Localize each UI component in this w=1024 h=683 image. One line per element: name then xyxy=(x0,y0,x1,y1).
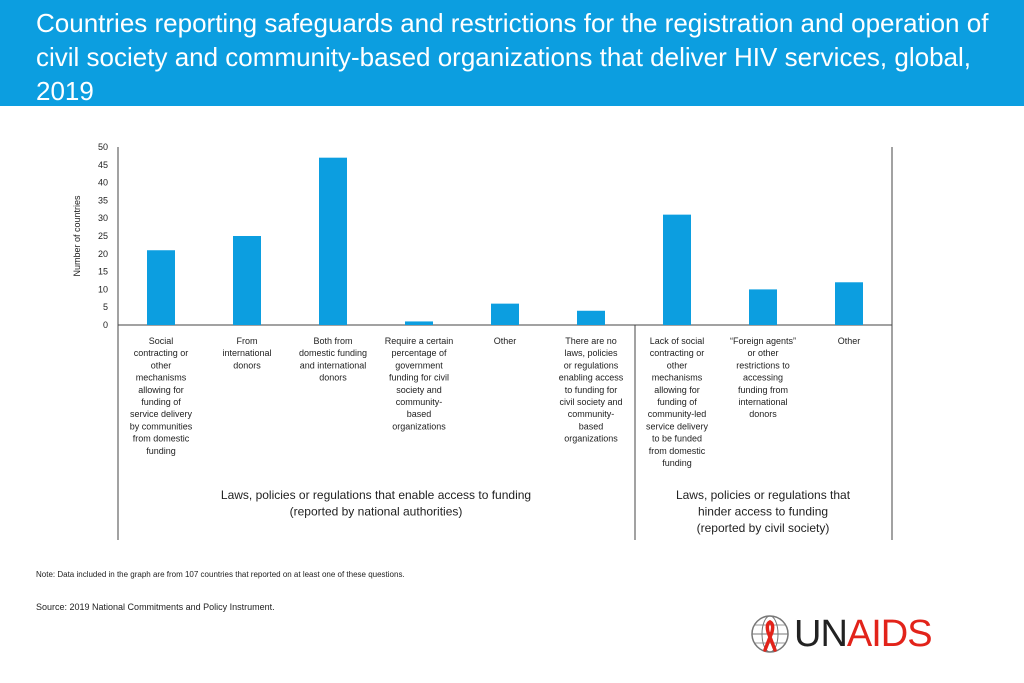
x-category-label: from domestic xyxy=(133,434,190,444)
x-category-label: based xyxy=(407,409,432,419)
bar xyxy=(147,250,175,325)
y-axis-label: Number of countries xyxy=(72,195,82,277)
x-category-label: contracting or xyxy=(650,348,705,358)
x-category-label: community-led xyxy=(648,409,707,419)
x-category-label: other xyxy=(151,360,172,370)
y-tick-label: 5 xyxy=(103,302,108,312)
x-category-label: donors xyxy=(749,409,777,419)
bar xyxy=(663,214,691,325)
y-tick-label: 15 xyxy=(98,267,108,277)
title-banner: Countries reporting safeguards and restr… xyxy=(0,0,1024,106)
group-label: Laws, policies or regulations that xyxy=(676,488,851,502)
ribbon-emblem-icon xyxy=(751,615,789,653)
x-category-label: “Foreign agents” xyxy=(730,336,796,346)
x-category-label: service delivery xyxy=(646,421,709,431)
x-category-label: international xyxy=(222,348,271,358)
x-category-label: funding of xyxy=(657,397,697,407)
bar xyxy=(577,310,605,325)
y-tick-label: 35 xyxy=(98,195,108,205)
x-category-label: contracting or xyxy=(134,348,189,358)
page-title: Countries reporting safeguards and restr… xyxy=(36,8,989,106)
x-category-label: donors xyxy=(233,360,261,370)
x-category-label: accessing xyxy=(743,373,783,383)
bar-chart: 0 5 10 15 20 25 30 35 40 45 50 Number of countries S… xyxy=(72,142,893,540)
group-label: (reported by civil society) xyxy=(697,521,830,535)
x-category-label: other xyxy=(667,360,688,370)
logo-wordmark: UNAIDS xyxy=(794,612,933,656)
y-tick-label: 50 xyxy=(98,142,108,152)
group-label: Laws, policies or regulations that enabl… xyxy=(221,488,531,502)
x-category-label: based xyxy=(579,421,604,431)
bar xyxy=(749,289,777,325)
x-category-label: community- xyxy=(396,397,443,407)
x-category-label: or regulations xyxy=(564,360,619,370)
y-tick-label: 10 xyxy=(98,284,108,294)
y-tick-label: 25 xyxy=(98,231,108,241)
x-category-label: funding of xyxy=(141,397,181,407)
x-category-label: mechanisms xyxy=(652,373,703,383)
x-category-label: Social xyxy=(149,336,174,346)
x-category-label: civil society and xyxy=(559,397,622,407)
x-category-label: There are no xyxy=(565,336,617,346)
x-category-label: mechanisms xyxy=(136,373,187,383)
x-category-label: service delivery xyxy=(130,409,193,419)
x-category-label: or other xyxy=(747,348,778,358)
bar xyxy=(491,303,519,325)
x-category-label: to funding for xyxy=(565,385,618,395)
x-category-label: funding for civil xyxy=(389,373,449,383)
x-category-label: to be funded xyxy=(652,434,702,444)
chart-note: Note: Data included in the graph are fro… xyxy=(36,570,405,579)
x-category-label: society and xyxy=(396,385,442,395)
x-category-label: Lack of social xyxy=(650,336,705,346)
x-category-label: from domestic xyxy=(649,446,706,456)
x-category-label: percentage of xyxy=(391,348,447,358)
group-label: hinder access to funding xyxy=(698,505,828,519)
y-tick-label: 40 xyxy=(98,178,108,188)
bar xyxy=(319,157,347,325)
x-category-label: government xyxy=(395,360,443,370)
unaids-logo: UNAIDS xyxy=(748,610,948,658)
chart-source: Source: 2019 National Commitments and Po… xyxy=(36,602,275,612)
x-category-label: funding xyxy=(662,458,692,468)
x-category-label: and international xyxy=(300,360,367,370)
x-category-label: restrictions to xyxy=(736,360,790,370)
y-tick-label: 0 xyxy=(103,320,108,330)
x-category-label: Both from xyxy=(313,336,352,346)
y-tick-label: 20 xyxy=(98,249,108,259)
bar xyxy=(233,236,261,325)
x-category-label: allowing for xyxy=(138,385,184,395)
y-tick-label: 45 xyxy=(98,160,108,170)
x-category-label: laws, policies xyxy=(564,348,618,358)
group-label: (reported by national authorities) xyxy=(290,505,463,519)
x-category-label: organizations xyxy=(392,421,446,431)
x-category-label: funding xyxy=(146,446,176,456)
logo-aids-text: AIDS xyxy=(846,613,933,655)
x-category-label: From xyxy=(237,336,258,346)
x-category-label: enabling access xyxy=(559,373,624,383)
x-category-label: Other xyxy=(494,336,517,346)
bar xyxy=(405,321,433,325)
x-category-label: domestic funding xyxy=(299,348,367,358)
x-category-label: by communities xyxy=(130,421,193,431)
x-category-label: international xyxy=(738,397,787,407)
x-category-label: donors xyxy=(319,373,347,383)
logo-un-text: UN xyxy=(794,613,848,655)
y-tick-label: 30 xyxy=(98,213,108,223)
x-category-label: community- xyxy=(568,409,615,419)
bar xyxy=(835,282,863,325)
x-category-label: allowing for xyxy=(654,385,700,395)
x-category-label: funding from xyxy=(738,385,788,395)
x-category-label: organizations xyxy=(564,434,618,444)
x-category-label: Other xyxy=(838,336,861,346)
x-category-label: Require a certain xyxy=(385,336,454,346)
